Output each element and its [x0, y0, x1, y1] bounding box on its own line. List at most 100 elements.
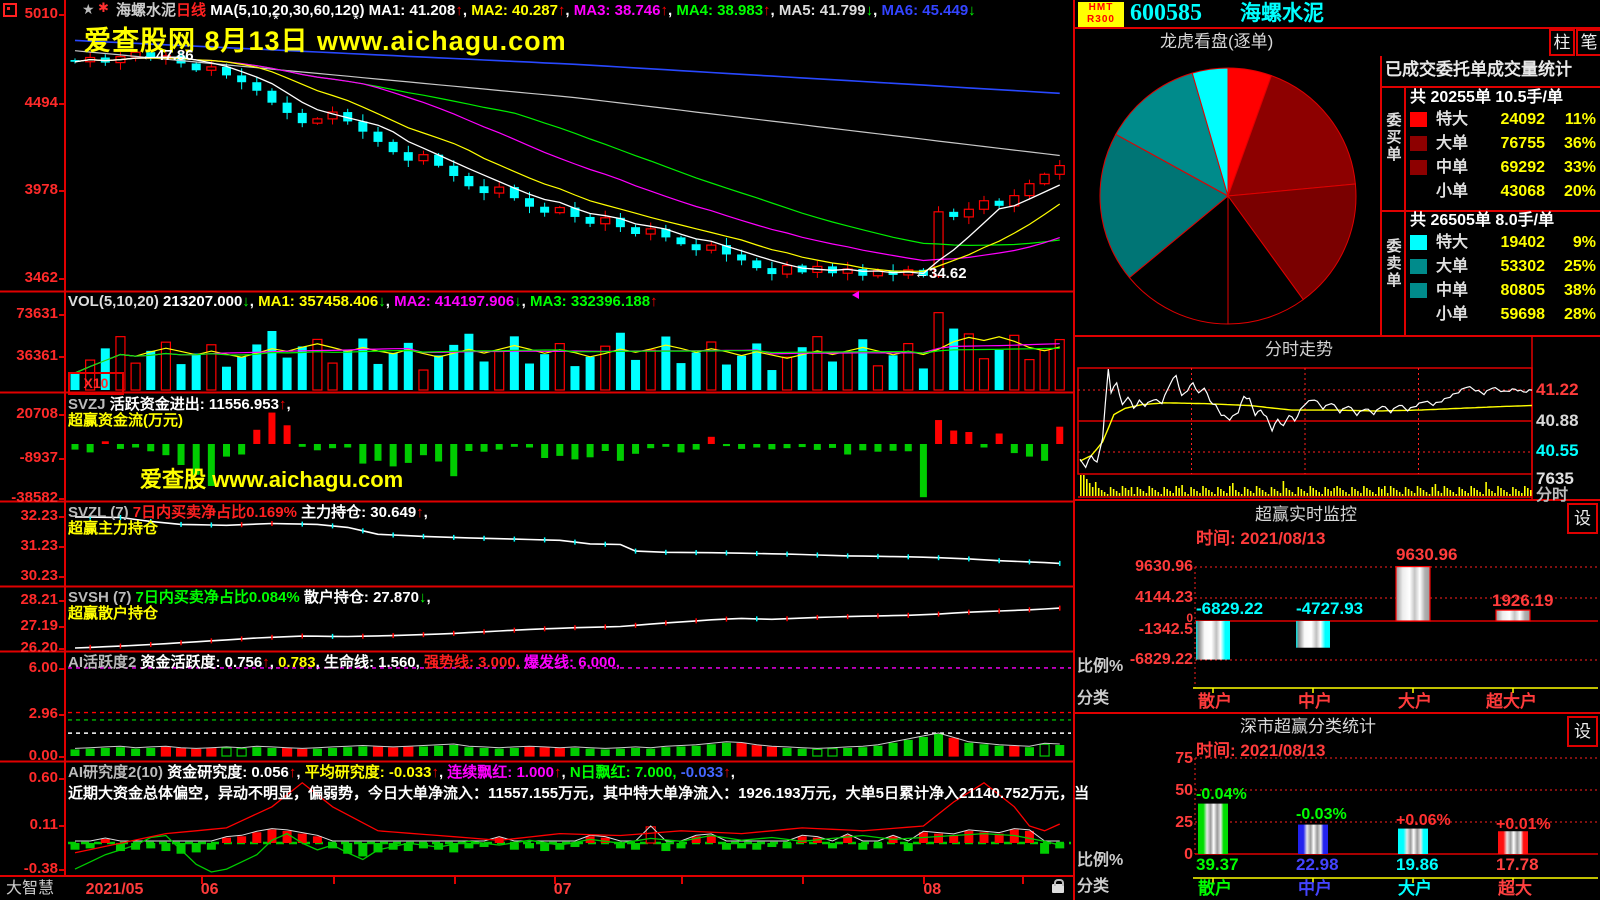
kline-header: 海螺水泥日线 MA(5,10,20,30,60,120) MA1: 41.208… [116, 2, 976, 20]
axis-label: 31.23 [20, 537, 58, 554]
label: 1926.19 [1492, 591, 1554, 610]
header-segment: , [296, 764, 305, 781]
label: 06 [200, 881, 219, 898]
label: 19402 [1500, 234, 1546, 251]
header-segment: MA(5,10,20,30,60,120) [206, 2, 369, 19]
label: 40.88 [1536, 411, 1579, 430]
label: 共 20255单 10.5手/单 [1410, 89, 1563, 106]
svzl-subheader: 超赢主力持仓 [68, 520, 159, 537]
label: 大户 [1398, 692, 1432, 711]
label: 0 [1186, 611, 1193, 625]
header-segment: , [770, 2, 779, 19]
axis-tick [59, 414, 65, 416]
time-tick [554, 876, 556, 884]
order-pie-chart[interactable] [1078, 56, 1378, 338]
axis-label: 6.00 [28, 659, 58, 676]
label: 33% [1563, 159, 1596, 176]
label: 小单 [1436, 306, 1469, 323]
order-color-swatch [1410, 259, 1427, 274]
ai2-header: AI研究度2(10) 资金研究度: 0.056↑, 平均研究度: -0.033↑… [68, 764, 735, 782]
axis-label: 20708 [16, 405, 58, 422]
intraday-chart[interactable] [1075, 337, 1600, 499]
axis-tick [59, 600, 65, 602]
label: 59698 [1500, 306, 1546, 323]
header-segment: , [730, 764, 735, 781]
svsh-subheader: 超赢散户持仓 [68, 605, 159, 622]
header-segment: , [423, 504, 428, 521]
axis-label: 4494 [24, 94, 58, 111]
divider [1075, 712, 1600, 714]
pie-slice-大单卖 [1115, 72, 1229, 198]
star-icon[interactable]: ★ [82, 1, 95, 17]
left-charts-canvas[interactable] [0, 0, 1073, 900]
annotation-high: ←47.86 [141, 47, 194, 64]
stock-name[interactable]: 海螺水泥 [1240, 2, 1324, 25]
label: -6829.22 [1129, 651, 1193, 668]
header-segment: 平均研究度: -0.033 [304, 764, 432, 781]
label: 11% [1564, 111, 1596, 128]
label: 超大户 [1486, 692, 1537, 711]
label: 分类 [1077, 878, 1110, 895]
header-segment: 资金研究度: 0.056 [167, 764, 289, 781]
header-segment: ↑ [650, 293, 658, 310]
header-segment: ↓ [968, 2, 976, 19]
axis-tick [59, 14, 65, 16]
header-segment: , [565, 2, 574, 19]
brand-label: 大智慧 [6, 880, 55, 897]
label: -0.03% [1296, 806, 1347, 823]
header-segment: 0.783 [278, 654, 316, 671]
shenshi-settings-button[interactable]: 设 [1567, 716, 1598, 747]
label: 比例% [1077, 658, 1124, 675]
header-segment: ↑ [288, 764, 297, 781]
header-segment: MA4: 38.983 [676, 2, 764, 19]
shenshi-title: 深市超赢分类统计 [1240, 717, 1376, 736]
header-segment: MA2: 40.287 [471, 2, 558, 19]
header-segment: ↓ [378, 293, 386, 310]
divider [1075, 335, 1600, 337]
watermark-svzj: 爱查股 www.aichagu.com [140, 467, 404, 492]
pen-mode-button[interactable]: 笔 [1576, 29, 1600, 56]
monitor-settings-button[interactable]: 设 [1567, 503, 1598, 534]
axis-tick [59, 546, 65, 548]
label: 50 [1175, 782, 1193, 799]
shenshi-bar-chart[interactable] [1075, 714, 1600, 900]
bar-mode-button[interactable]: 柱 [1549, 29, 1575, 56]
header-segment: -0.033 [680, 764, 724, 781]
stock-code[interactable]: 600585 [1130, 0, 1202, 26]
label: 共 26505单 8.0手/单 [1410, 212, 1555, 229]
label: 0 [1184, 846, 1193, 863]
monitor-bar-chart[interactable] [1075, 501, 1600, 712]
label: 43068 [1500, 183, 1546, 200]
header-segment: SVZJ [68, 396, 110, 413]
app-icon[interactable] [3, 3, 17, 17]
header-segment: , [462, 2, 472, 19]
event-mark-icon: * [273, 11, 279, 28]
label: 委卖单 [1384, 238, 1402, 289]
axis-tick [59, 356, 65, 358]
badge-r300: R300 [1087, 14, 1115, 25]
time-tick [681, 876, 683, 884]
label: 40.55 [1536, 441, 1579, 460]
header-segment: SVSH (7) [68, 589, 136, 606]
label: 08 [923, 881, 942, 898]
label: 9630.96 [1135, 558, 1193, 575]
axis-tick [59, 498, 65, 500]
header-segment: ↑ [416, 504, 424, 521]
label: 中单 [1436, 282, 1469, 299]
label: 委买单 [1384, 112, 1402, 163]
header-segment: ↑ [431, 764, 439, 781]
gear-icon[interactable]: ✱ [98, 0, 109, 15]
divider [1075, 27, 1600, 29]
axis-label: 2.96 [28, 705, 58, 722]
time-tick [923, 876, 925, 884]
vol-scale-label: X10 [68, 372, 124, 395]
axis-label: -8937 [19, 449, 58, 466]
header-segment: ↑ [763, 2, 771, 19]
axis-label: 3978 [24, 181, 58, 198]
label: -1342.5 [1138, 621, 1193, 638]
pie-slice-特大卖 [1191, 67, 1229, 197]
label: 41.22 [1536, 380, 1579, 399]
header-segment: ↓ [418, 589, 427, 606]
label: 大单 [1436, 135, 1469, 152]
header-segment: AI研究度2(10) [68, 764, 168, 781]
